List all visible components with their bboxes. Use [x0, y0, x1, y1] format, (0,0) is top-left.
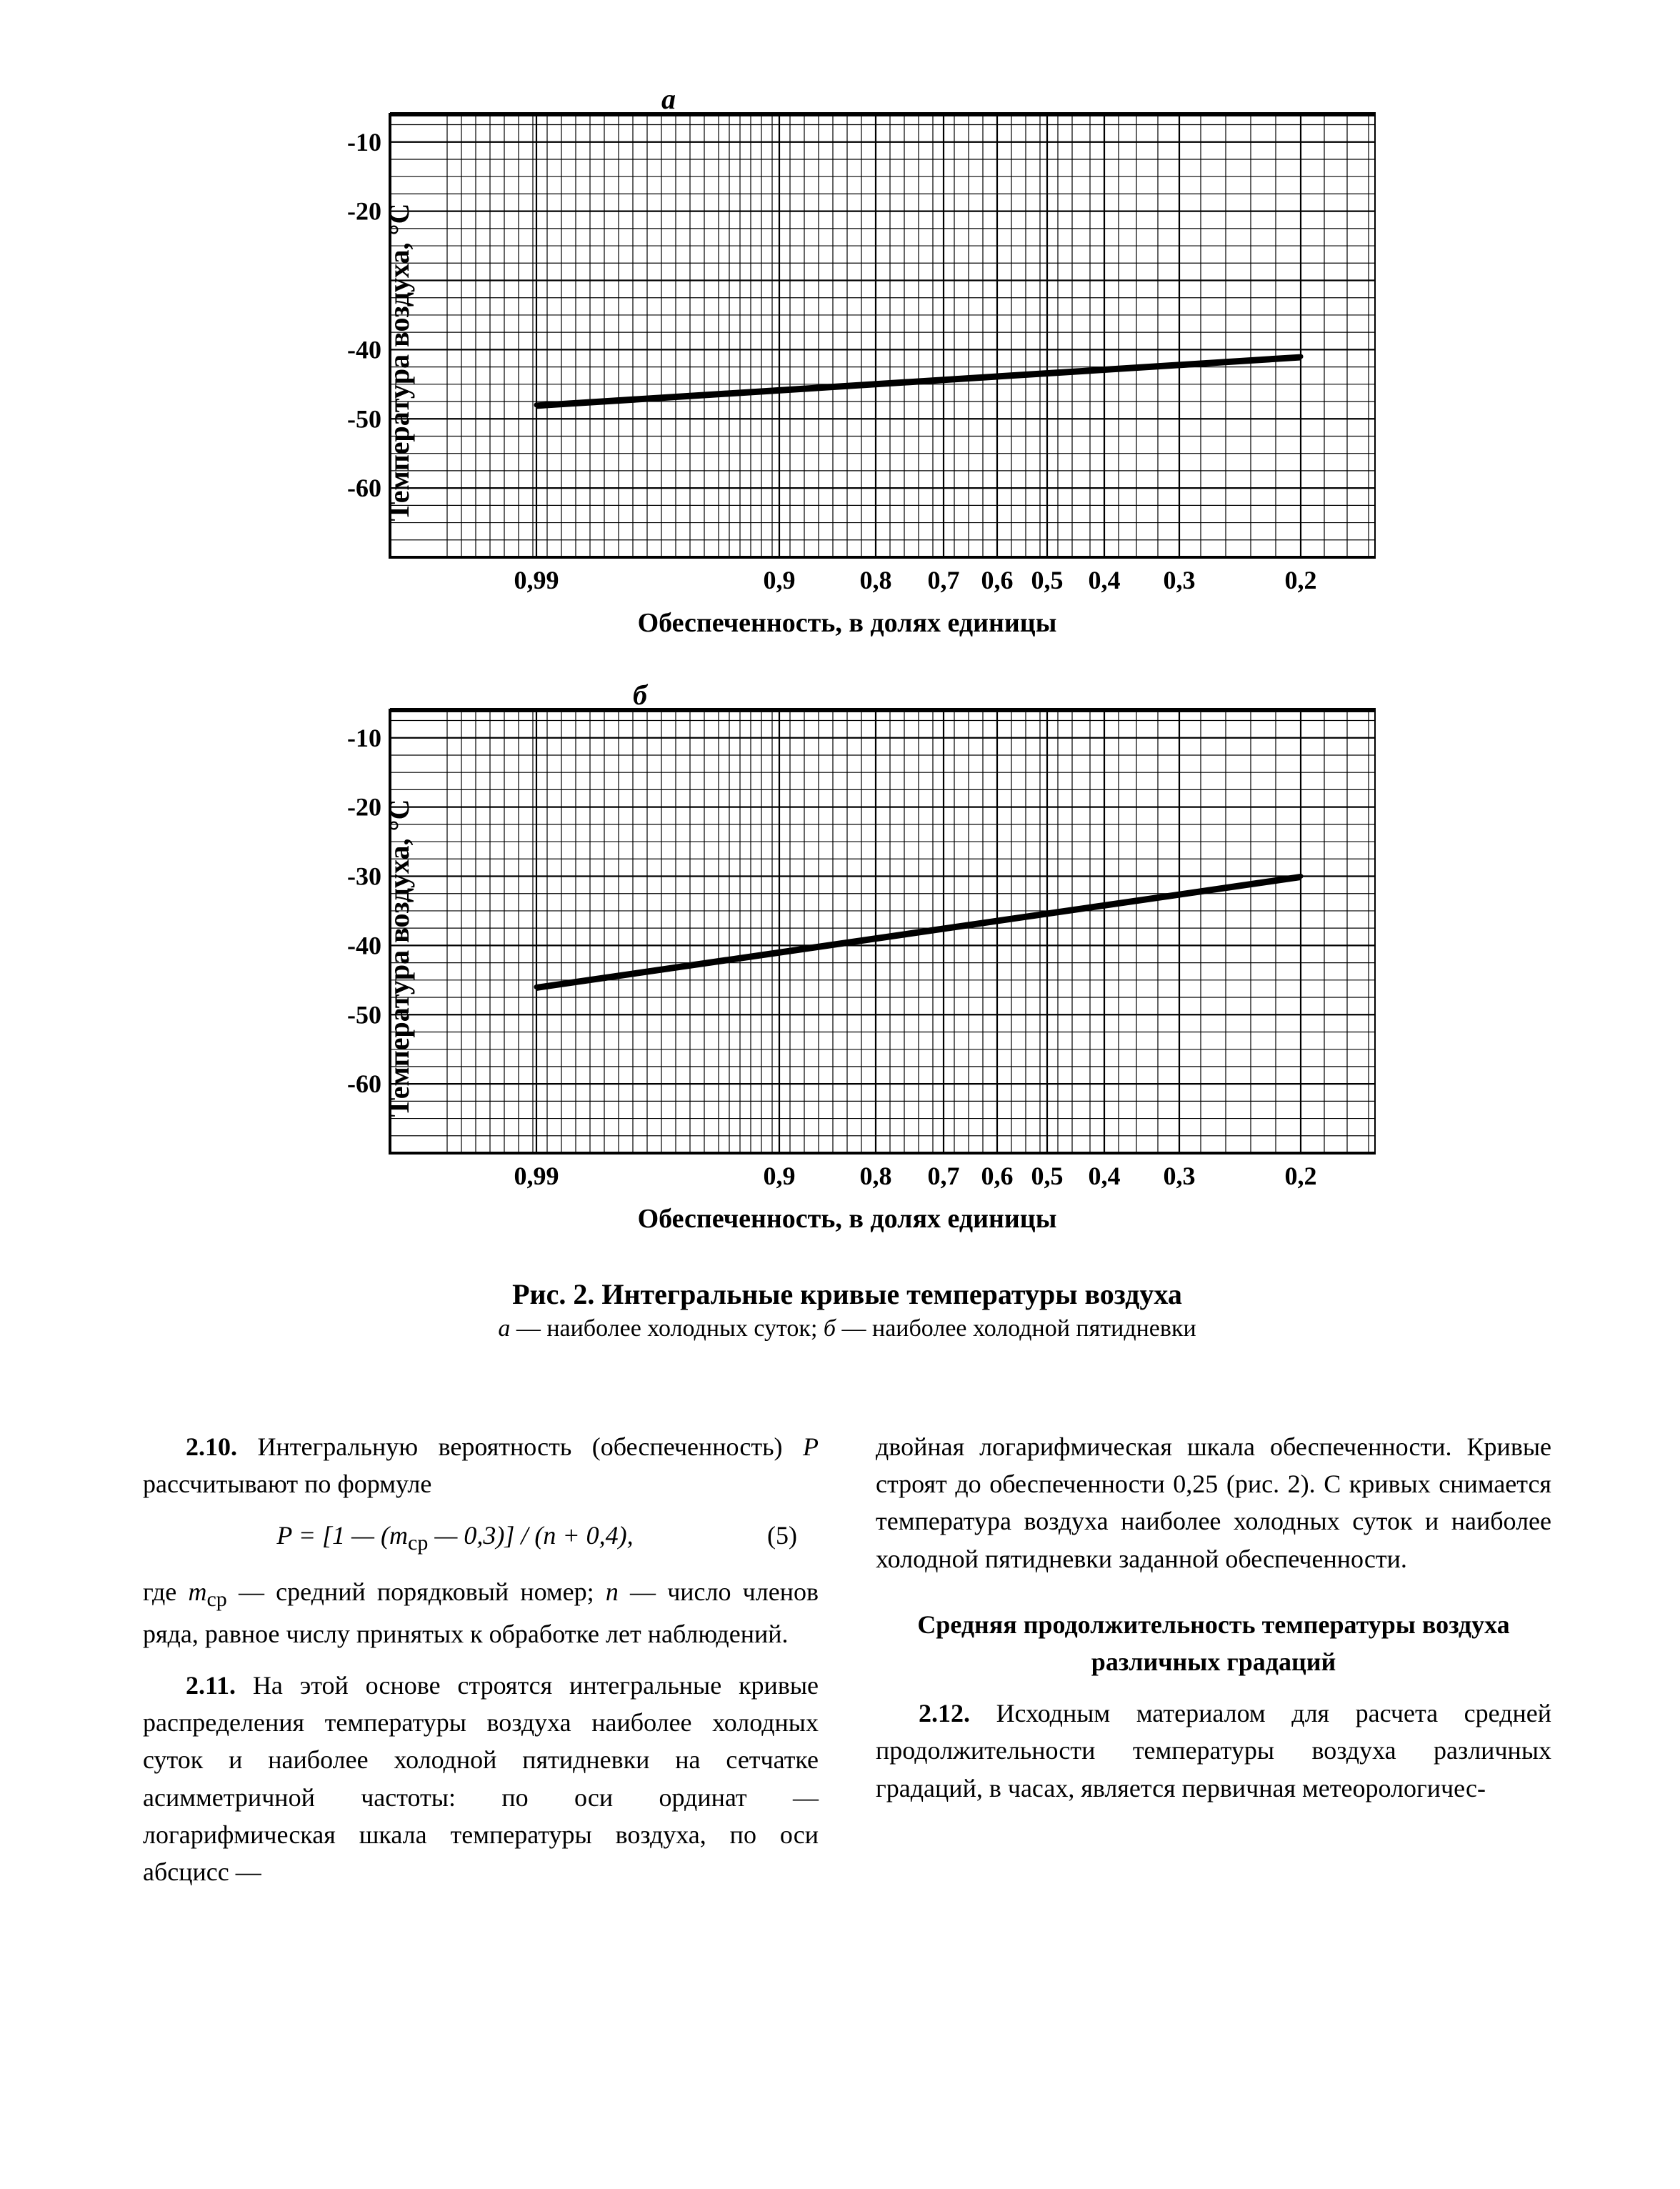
svg-text:0,4: 0,4 [1089, 1162, 1121, 1190]
para-2-10-num: 2.10. [186, 1432, 237, 1461]
svg-text:0,7: 0,7 [928, 566, 960, 594]
svg-text:0,6: 0,6 [981, 566, 1014, 594]
figure-caption: Рис. 2. Интегральные кривые температуры … [276, 1277, 1419, 1342]
svg-text:-60: -60 [347, 1069, 381, 1098]
svg-text:а: а [661, 86, 676, 115]
where-n: n [606, 1577, 619, 1606]
svg-text:-10: -10 [347, 724, 381, 752]
para-2-12-body: Исходным материалом для расчета средней … [876, 1699, 1551, 1802]
chart-a-svg: а -10 -20 -40 -50 -60 0,99 0,9 0,8 0,7 0,6 0,5 0,4 0,… [319, 86, 1376, 600]
chart-b-svg: б -10 -20 -30 -40 -50 -60 0,99 0,9 0,8 0,7 0,6 0,5 0,… [319, 682, 1376, 1196]
caption-b-label: б [824, 1315, 836, 1342]
formula-body: P = [1 — (m [276, 1521, 408, 1550]
svg-text:-30: -30 [347, 862, 381, 891]
caption-b-text: — наиболее холодной пятидневки [836, 1315, 1196, 1342]
formula-5: P = [1 — (mср — 0,3)] / (n + 0,4), (5) [143, 1517, 819, 1559]
para-2-10-body: Интегральную вероятность (обеспеченность… [237, 1432, 803, 1461]
svg-text:0,4: 0,4 [1089, 566, 1121, 594]
svg-text:0,6: 0,6 [981, 1162, 1014, 1190]
para-2-11-body: На этой основе строятся интегральные кри… [143, 1671, 819, 1886]
chart-a-x-label: Обеспеченность, в долях единицы [319, 607, 1376, 639]
page: Температура воздуха, °С а -10 -20 -40 -50 -60… [0, 0, 1680, 2189]
svg-text:-60: -60 [347, 474, 381, 502]
caption-a-text: — наиболее холодных суток; [510, 1315, 824, 1342]
svg-text:0,9: 0,9 [764, 1162, 796, 1190]
para-2-10-where: где mср — средний порядковый номер; n — … [143, 1573, 819, 1652]
svg-text:0,3: 0,3 [1164, 566, 1196, 594]
caption-sub: а — наиболее холодных суток; б — наиболе… [276, 1315, 1419, 1342]
chart-a: Температура воздуха, °С а -10 -20 -40 -50 -60… [319, 86, 1376, 639]
formula-number: (5) [767, 1517, 797, 1554]
formula-sub: ср [408, 1532, 428, 1555]
formula-body2: — 0,3)] / (n + 0,4), [428, 1521, 633, 1550]
svg-text:0,8: 0,8 [860, 566, 892, 594]
svg-text:0,8: 0,8 [860, 1162, 892, 1190]
svg-text:0,5: 0,5 [1031, 1162, 1064, 1190]
chart-b-y-label: Температура воздуха, °С [382, 799, 416, 1117]
caption-a-label: а [498, 1315, 510, 1342]
para-2-12: 2.12. Исходным материалом для расчета ср… [876, 1695, 1551, 1807]
para-2-10-P: P [803, 1432, 819, 1461]
svg-text:-20: -20 [347, 197, 381, 226]
svg-text:0,7: 0,7 [928, 1162, 960, 1190]
where-lead: где [143, 1577, 188, 1606]
svg-text:-10: -10 [347, 128, 381, 156]
svg-text:0,99: 0,99 [514, 1162, 559, 1190]
para-2-11-num: 2.11. [186, 1671, 236, 1700]
column-right: двойная логарифмическая шкала обеспеченн… [876, 1428, 1551, 1905]
column-left: 2.10. Интегральную вероятность (обеспече… [143, 1428, 819, 1905]
svg-text:-40: -40 [347, 931, 381, 959]
where-m-sub: ср [206, 1587, 226, 1611]
para-2-10-rest: рассчитывают по формуле [143, 1470, 431, 1498]
para-2-11: 2.11. На этой основе строятся интегральн… [143, 1667, 819, 1890]
para-2-12-num: 2.12. [919, 1699, 970, 1727]
svg-text:0,9: 0,9 [764, 566, 796, 594]
para-col2-1: двойная логарифмическая шкала обеспеченн… [876, 1428, 1551, 1577]
para-2-10: 2.10. Интегральную вероятность (обеспече… [143, 1428, 819, 1502]
svg-text:0,5: 0,5 [1031, 566, 1064, 594]
svg-text:-50: -50 [347, 404, 381, 433]
svg-text:0,3: 0,3 [1164, 1162, 1196, 1190]
chart-a-y-label: Температура воздуха, °С [382, 204, 416, 522]
svg-text:б: б [633, 682, 649, 711]
caption-main: Рис. 2. Интегральные кривые температуры … [276, 1277, 1419, 1311]
svg-text:-20: -20 [347, 793, 381, 822]
where-m: m [188, 1577, 206, 1606]
chart-b-x-label: Обеспеченность, в долях единицы [319, 1203, 1376, 1235]
subheading: Средняя продолжительность температуры во… [876, 1606, 1551, 1680]
body-columns: 2.10. Интегральную вероятность (обеспече… [143, 1428, 1551, 1905]
where-2: — средний порядковый номер; [227, 1577, 606, 1606]
svg-text:-40: -40 [347, 335, 381, 364]
svg-text:0,2: 0,2 [1285, 1162, 1317, 1190]
svg-text:0,2: 0,2 [1285, 566, 1317, 594]
chart-b: Температура воздуха, °С б -10 -20 -30 -40 -50… [319, 682, 1376, 1235]
svg-text:-50: -50 [347, 1000, 381, 1029]
svg-text:0,99: 0,99 [514, 566, 559, 594]
